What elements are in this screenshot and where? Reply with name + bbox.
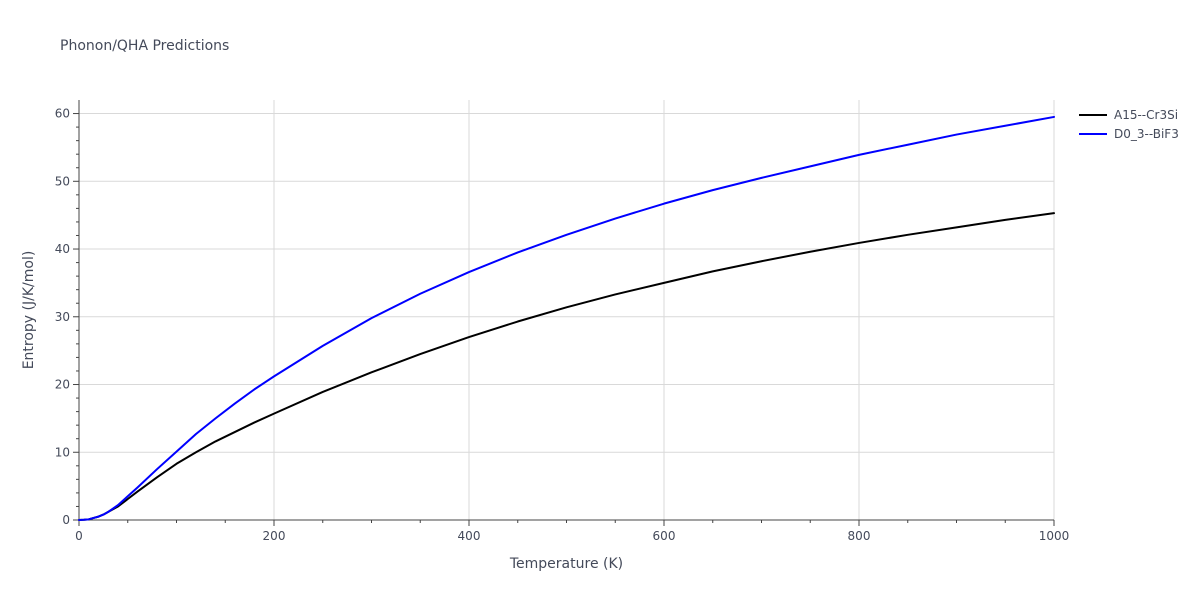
series-line-2 [78, 115, 1055, 521]
series-line-1 [78, 212, 1055, 521]
y-tick-label: 40 [55, 242, 70, 256]
chart-title: Phonon/QHA Predictions [60, 38, 229, 54]
x-tick-label: 0 [75, 529, 83, 543]
y-tick-label: 0 [62, 513, 70, 527]
y-tick-label: 20 [55, 378, 70, 392]
x-tick-label: 200 [263, 529, 286, 543]
x-tick-label: 800 [848, 529, 871, 543]
y-axis-title: Entropy (J/K/mol) [21, 251, 37, 370]
legend-label-1[interactable]: A15--Cr3Si [1114, 108, 1178, 122]
legend-label-2[interactable]: D0_3--BiF3 [1114, 127, 1179, 141]
x-axis-title: Temperature (K) [509, 556, 623, 572]
y-tick-label: 60 [55, 107, 70, 121]
y-tick-label: 10 [55, 445, 70, 459]
x-tick-label: 400 [458, 529, 481, 543]
x-tick-label: 600 [653, 529, 676, 543]
x-tick-label: 1000 [1039, 529, 1070, 543]
y-tick-label: 50 [55, 174, 70, 188]
y-tick-label: 30 [55, 310, 70, 324]
